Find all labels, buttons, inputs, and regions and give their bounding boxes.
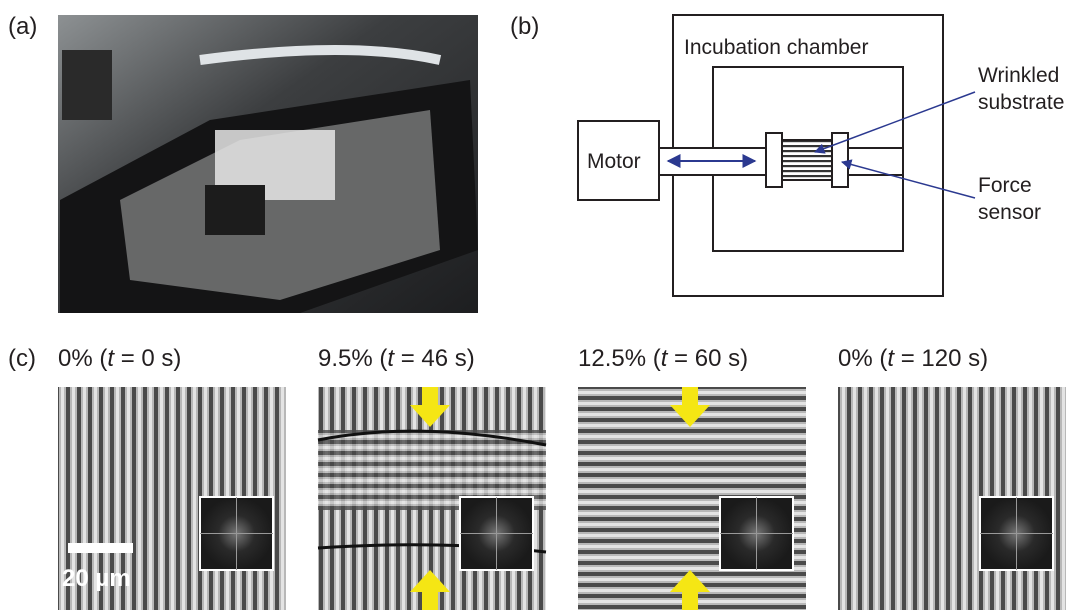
caption-part: = 46 s) bbox=[394, 345, 475, 372]
caption: 0% (t = 0 s) bbox=[58, 345, 181, 372]
caption: 9.5% (t = 46 s) bbox=[318, 345, 475, 372]
panel-label: (c) bbox=[8, 345, 36, 372]
caption-part: 0% ( bbox=[58, 345, 107, 372]
caption-part: 12.5% ( bbox=[578, 345, 661, 372]
figure: (a) (b) Incubation chamber Motor Wrinkle… bbox=[0, 0, 1091, 610]
caption-part: 0% ( bbox=[838, 345, 887, 372]
label: Wrinkled bbox=[978, 64, 1059, 87]
scale-label: 20 µm bbox=[62, 565, 131, 592]
caption: 12.5% (t = 60 s) bbox=[578, 345, 748, 372]
label: Motor bbox=[587, 150, 641, 173]
caption-part: = 120 s) bbox=[894, 345, 988, 372]
scale-bar bbox=[68, 543, 133, 553]
caption-part: = 60 s) bbox=[667, 345, 748, 372]
caption-part: = 0 s) bbox=[114, 345, 181, 372]
frames: 0% (t = 0 s) 9.5% (t = 46 s) 12.5% (t = 60… bbox=[58, 345, 1066, 610]
label: Incubation chamber bbox=[684, 36, 868, 59]
caption-part: 9.5% ( bbox=[318, 345, 387, 372]
photo bbox=[58, 15, 478, 313]
label: sensor bbox=[978, 201, 1041, 224]
panel-label: (b) bbox=[510, 13, 539, 40]
label: Force bbox=[978, 174, 1032, 197]
label: substrate bbox=[978, 91, 1064, 114]
panel-label: (a) bbox=[8, 13, 37, 40]
caption: 0% (t = 120 s) bbox=[838, 345, 988, 372]
